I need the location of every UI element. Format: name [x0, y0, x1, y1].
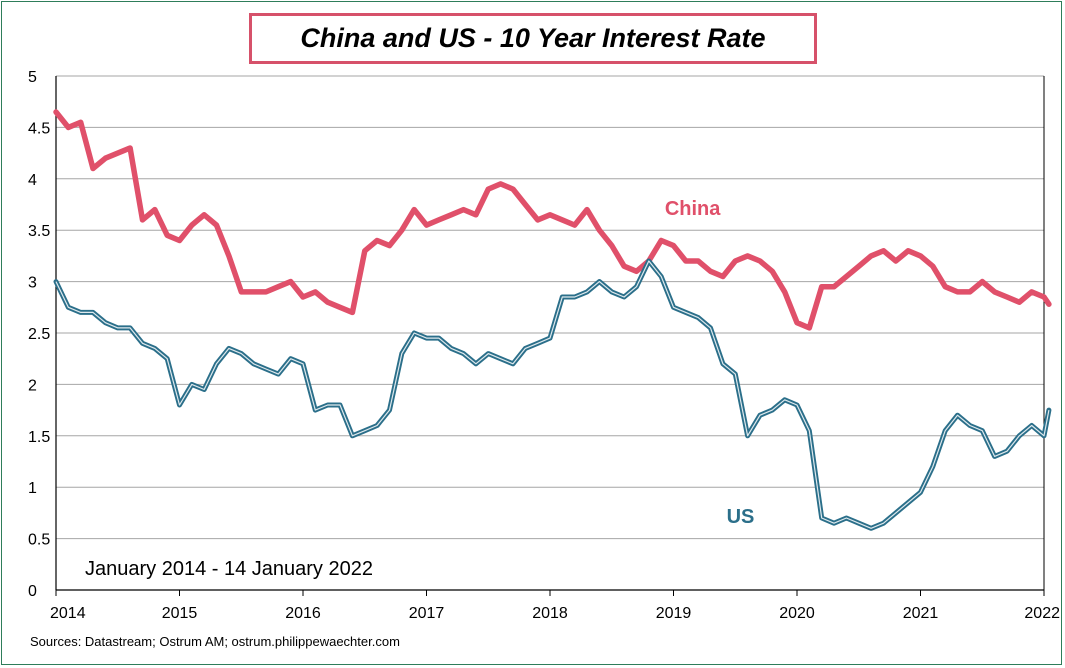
chart-title: China and US - 10 Year Interest Rate [249, 13, 817, 64]
us-series-line [53, 258, 1052, 531]
axes [55, 76, 1045, 596]
x-tick-label: 2019 [656, 605, 692, 622]
y-tick-label: 4 [28, 172, 37, 189]
y-tick-label: 2 [28, 377, 37, 394]
x-tick-label: 2016 [285, 605, 321, 622]
x-tick-label: 2021 [903, 605, 939, 622]
y-tick-labels: 0 0.5 1 1.5 2 2.5 3 3.5 4 4.5 5 [28, 69, 50, 600]
y-tick-label: 0 [28, 583, 37, 600]
y-tick-label: 5 [28, 69, 37, 86]
y-tick-label: 0.5 [28, 532, 50, 549]
x-tick-label: 2015 [162, 605, 198, 622]
y-tick-label: 3 [28, 275, 37, 292]
x-tick-label: 2014 [50, 605, 86, 622]
us-series-highlight [55, 260, 1050, 529]
date-range-note: January 2014 - 14 January 2022 [85, 558, 373, 580]
gridlines [56, 75, 1044, 540]
y-tick-label: 3.5 [28, 223, 50, 240]
x-tick-label: 2022 [1024, 605, 1060, 622]
y-tick-label: 1 [28, 480, 37, 497]
us-series-label: US [727, 506, 755, 528]
series-lines [53, 109, 1052, 531]
x-tick-labels: 2014 2015 2016 2017 2018 2019 2020 2021 2022 [50, 605, 1060, 622]
y-tick-label: 2.5 [28, 326, 50, 343]
x-tick-label: 2017 [409, 605, 445, 622]
china-series-label: China [665, 198, 721, 220]
source-note: Sources: Datastream; Ostrum AM; ostrum.p… [30, 634, 400, 649]
y-tick-label: 1.5 [28, 429, 50, 446]
y-tick-label: 4.5 [28, 120, 50, 137]
x-tick-label: 2018 [532, 605, 568, 622]
x-tick-label: 2020 [779, 605, 815, 622]
china-series-line [53, 109, 1052, 331]
series-labels: China US [665, 198, 755, 528]
